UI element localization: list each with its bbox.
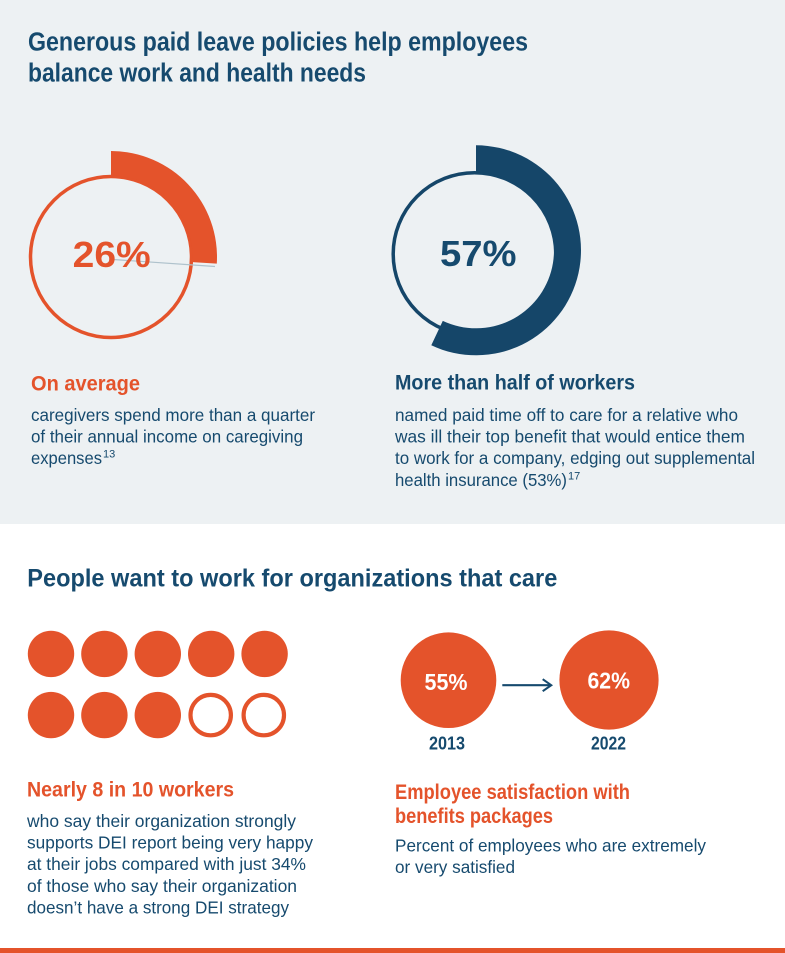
svg-text:2022: 2022 (591, 733, 626, 754)
svg-text:of those who say their organiz: of those who say their organization (27, 876, 297, 896)
svg-text:2013: 2013 (429, 733, 465, 754)
svg-text:of their annual income on care: of their annual income on caregiving (31, 427, 303, 447)
svg-text:55%: 55% (425, 669, 468, 695)
svg-text:57%: 57% (440, 233, 517, 274)
svg-text:17: 17 (568, 470, 580, 482)
svg-text:named paid time off to care fo: named paid time off to care for a relati… (395, 405, 738, 425)
svg-text:balance work and health needs: balance work and health needs (28, 57, 366, 87)
svg-text:caregivers spend more than a q: caregivers spend more than a quarter (31, 405, 315, 425)
svg-text:More than half of workers: More than half of workers (395, 371, 635, 394)
svg-text:62%: 62% (588, 668, 631, 694)
svg-text:benefits packages: benefits packages (395, 805, 553, 828)
svg-text:Employee satisfaction with: Employee satisfaction with (395, 781, 630, 804)
svg-text:health insurance (53%): health insurance (53%) (395, 470, 567, 490)
svg-text:Nearly 8 in 10 workers: Nearly 8 in 10 workers (27, 779, 234, 802)
svg-text:On average: On average (31, 372, 140, 395)
svg-text:Percent of employees who are e: Percent of employees who are extremely (395, 836, 706, 856)
svg-text:or very satisfied: or very satisfied (395, 857, 515, 877)
svg-text:13: 13 (103, 449, 115, 461)
svg-text:expenses: expenses (31, 448, 102, 468)
svg-text:to work for a company, edging: to work for a company, edging out supple… (395, 448, 755, 468)
svg-text:doesn’t have a strong DEI stra: doesn’t have a strong DEI strategy (27, 897, 289, 917)
svg-text:People want to work for organi: People want to work for organizations th… (27, 565, 557, 593)
svg-text:was ill their top benefit that: was ill their top benefit that would ent… (394, 427, 745, 447)
svg-text:at their jobs compared with ju: at their jobs compared with just 34% (27, 854, 306, 874)
svg-text:26%: 26% (73, 234, 151, 275)
svg-text:supports DEI report being very: supports DEI report being very happy (27, 833, 313, 853)
svg-text:Generous paid leave policies h: Generous paid leave policies help employ… (28, 27, 528, 57)
svg-text:who say their organization str: who say their organization strongly (26, 811, 296, 831)
